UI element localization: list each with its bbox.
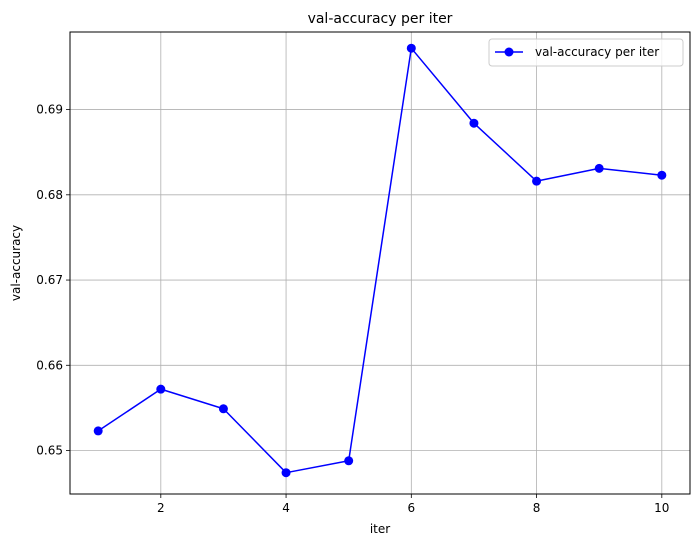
series-layer	[93, 43, 667, 478]
x-ticks: 2 4 6 8 10	[157, 494, 669, 515]
data-point	[594, 163, 604, 173]
data-point	[657, 170, 667, 180]
series-line	[97, 47, 662, 474]
y-tick-label: 0.66	[36, 358, 63, 372]
legend: val-accuracy per iter	[488, 38, 684, 67]
legend-marker	[504, 47, 514, 57]
y-tick-label: 0.69	[36, 103, 63, 117]
chart-title: val-accuracy per iter	[308, 11, 453, 27]
legend-label: val-accuracy per iter	[535, 45, 659, 59]
x-axis-label: iter	[370, 522, 390, 536]
y-axis-label: val-accuracy	[9, 225, 23, 301]
data-point	[218, 404, 228, 414]
data-point	[469, 118, 479, 128]
y-tick-label: 0.65	[36, 444, 63, 458]
data-point	[406, 43, 416, 53]
x-tick-label: 6	[407, 501, 415, 515]
y-tick-label: 0.68	[36, 188, 63, 202]
y-tick-label: 0.67	[36, 273, 63, 287]
data-point	[156, 384, 166, 394]
data-point	[281, 468, 291, 478]
data-point	[532, 176, 542, 186]
grid	[70, 32, 690, 494]
y-ticks: 0.65 0.66 0.67 0.68 0.69	[36, 103, 70, 458]
x-tick-label: 8	[533, 501, 541, 515]
data-point	[93, 426, 103, 436]
x-tick-label: 2	[157, 501, 165, 515]
data-point	[344, 456, 354, 466]
x-tick-label: 4	[282, 501, 290, 515]
x-tick-label: 10	[654, 501, 669, 515]
plot-frame	[69, 31, 691, 495]
legend-box	[488, 38, 684, 67]
